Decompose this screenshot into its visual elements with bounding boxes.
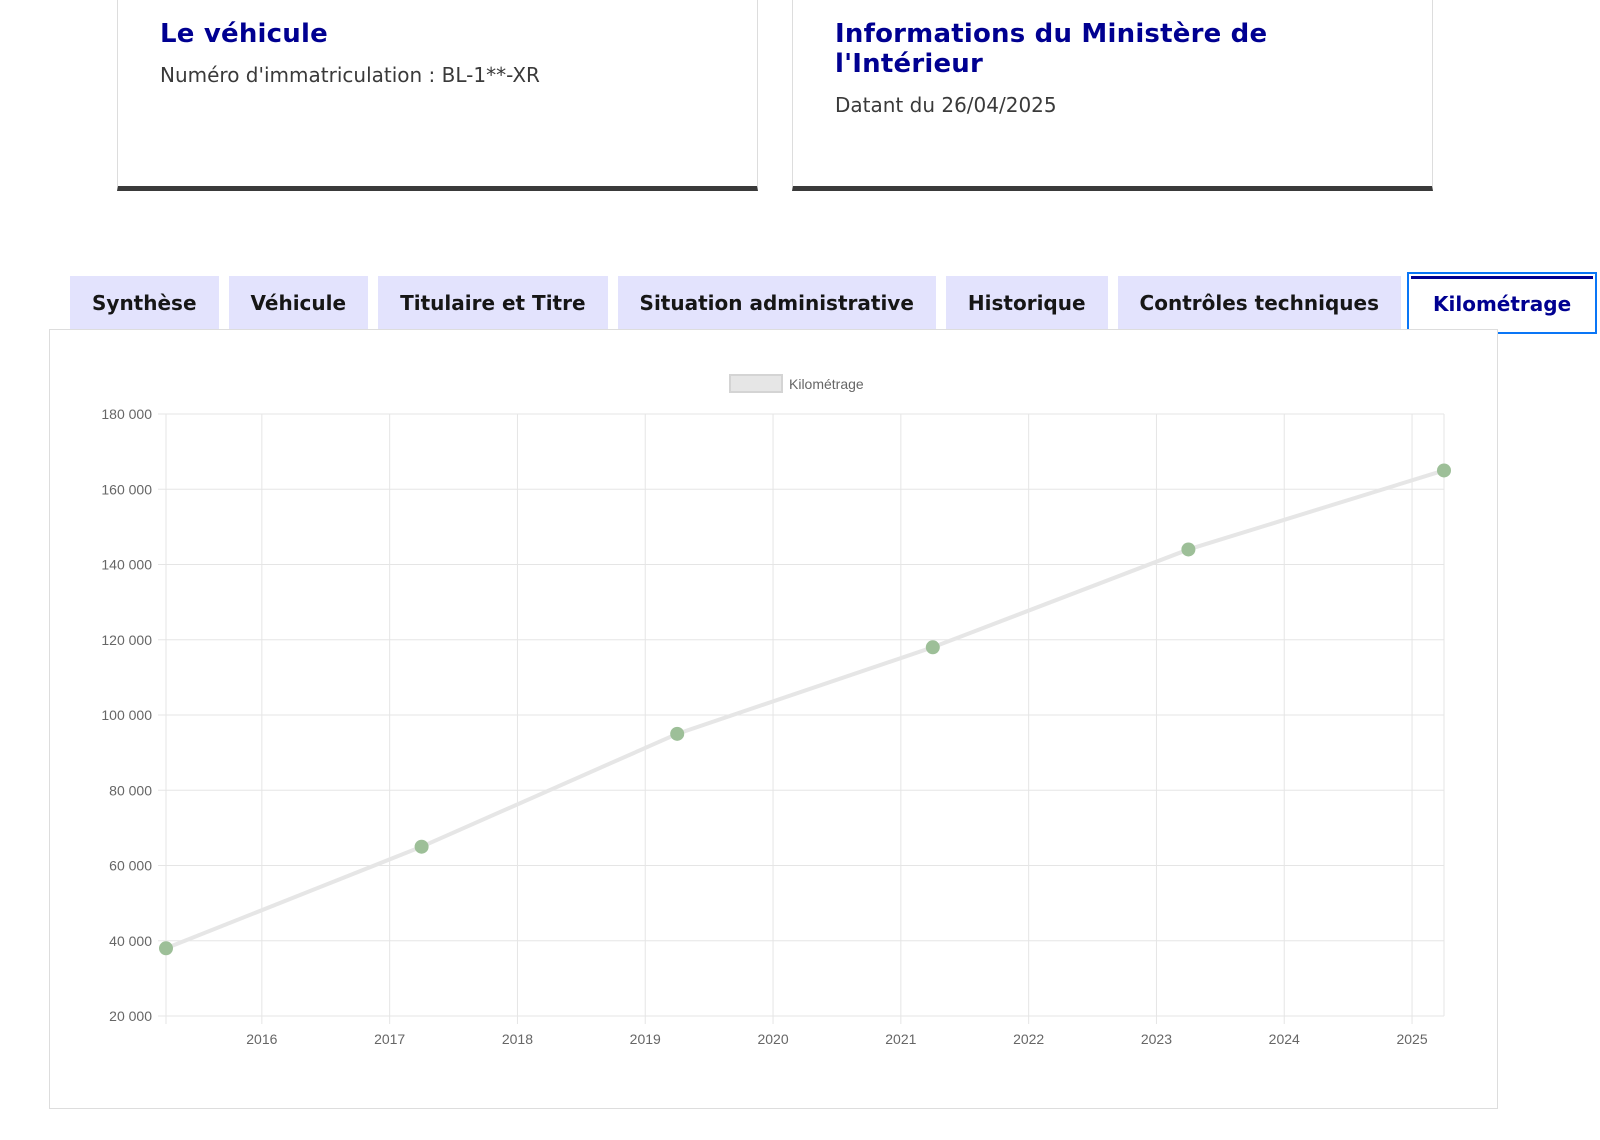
y-tick-label: 20 000	[109, 1008, 152, 1024]
tab-controles-techniques[interactable]: Contrôles techniques	[1117, 276, 1401, 330]
x-tick-label: 2017	[374, 1031, 405, 1047]
series-points-group	[159, 463, 1451, 956]
ministry-card-title: Informations du Ministère de l'Intérieur	[835, 19, 1268, 79]
x-tick-label: 2021	[885, 1031, 916, 1047]
y-tick-label: 80 000	[109, 782, 152, 798]
x-tick-label: 2024	[1269, 1031, 1300, 1047]
x-tick-label: 2019	[630, 1031, 661, 1047]
axis-labels: 20 000 40 000 60 000 80 000 100 000 120 000 14…	[101, 406, 1427, 1047]
y-tick-label: 140 000	[101, 557, 152, 573]
x-tick-label: 2023	[1141, 1031, 1172, 1047]
y-tick-label: 120 000	[101, 632, 152, 648]
chart-grid	[158, 413, 1445, 1024]
tab-situation-administrative[interactable]: Situation administrative	[617, 276, 936, 330]
x-tick-label: 2016	[246, 1031, 277, 1047]
ministry-card: Informations du Ministère de l'Intérieur…	[792, 0, 1433, 191]
y-tick-label: 40 000	[109, 933, 152, 949]
y-tick-label: 180 000	[101, 406, 152, 422]
tab-synthese[interactable]: Synthèse	[70, 276, 219, 330]
legend-swatch[interactable]	[729, 374, 783, 393]
vehicle-card-title: Le véhicule	[160, 19, 328, 49]
y-tick-label: 60 000	[109, 858, 152, 874]
mileage-chart: Kilométrage 20 000 40 000 60 000 80 000 100 …	[101, 374, 1451, 1047]
data-point[interactable]	[925, 640, 940, 655]
x-tick-label: 2025	[1396, 1031, 1427, 1047]
vehicle-card: Le véhicule Numéro d'immatriculation : B…	[117, 0, 758, 191]
registration-number: Numéro d'immatriculation : BL-1**-XR	[160, 63, 540, 87]
data-point[interactable]	[159, 941, 173, 956]
tab-kilometrage[interactable]: Kilométrage	[1406, 272, 1598, 334]
y-tick-label: 160 000	[101, 481, 152, 497]
report-tabs: Synthèse Véhicule Titulaire et Titre Sit…	[70, 272, 1598, 334]
series-line-group	[165, 468, 1445, 951]
data-point[interactable]	[414, 839, 429, 854]
tab-vehicule[interactable]: Véhicule	[228, 276, 369, 330]
tab-titulaire-et-titre[interactable]: Titulaire et Titre	[378, 276, 608, 330]
data-point[interactable]	[1181, 542, 1196, 557]
x-tick-label: 2020	[757, 1031, 788, 1047]
series-line	[165, 468, 1445, 951]
y-tick-label: 100 000	[101, 707, 152, 723]
data-point[interactable]	[1437, 463, 1451, 478]
tab-historique[interactable]: Historique	[945, 276, 1108, 330]
chart-legend[interactable]: Kilométrage	[729, 374, 864, 393]
data-date: Datant du 26/04/2025	[835, 93, 1057, 117]
data-point[interactable]	[670, 726, 685, 741]
kilometrage-panel: Kilométrage 20 000 40 000 60 000 80 000 100 …	[49, 329, 1498, 1109]
x-tick-label: 2018	[502, 1031, 533, 1047]
legend-label[interactable]: Kilométrage	[789, 376, 864, 392]
x-tick-label: 2022	[1013, 1031, 1044, 1047]
